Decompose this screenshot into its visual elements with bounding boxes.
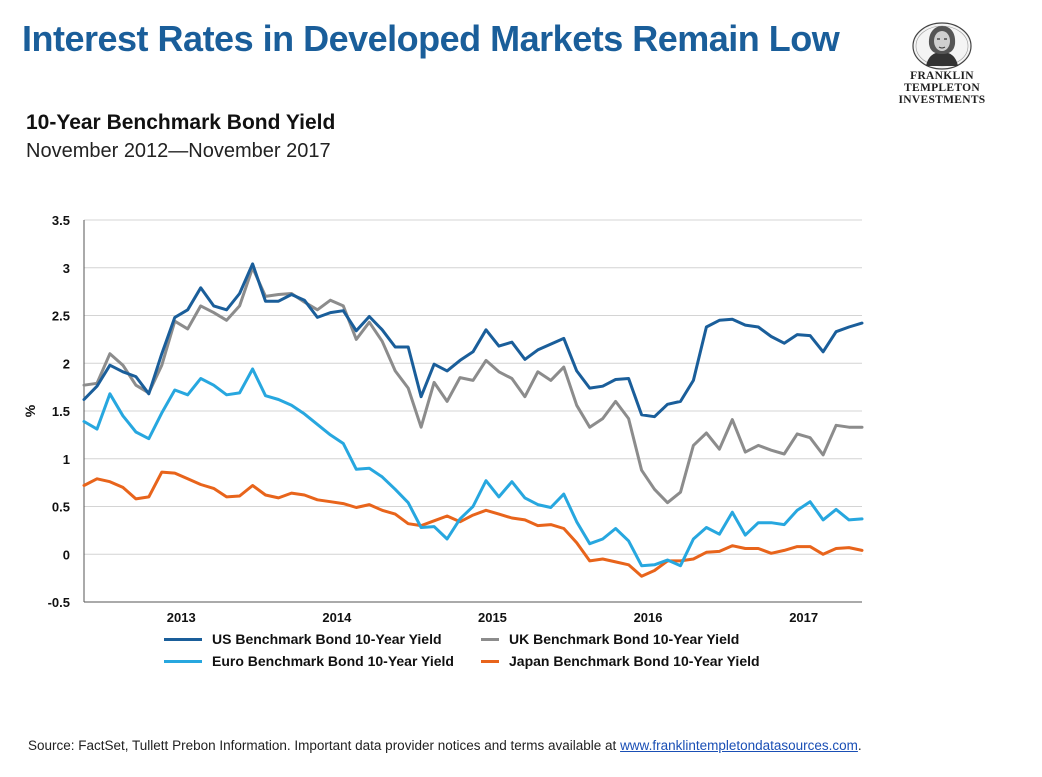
legend-item-us: US Benchmark Bond 10-Year Yield <box>164 628 454 650</box>
axes: 3.5 3 2.5 2 1.5 1 0.5 0 -0.5 2013 2014 2015 2016 2017 <box>48 213 862 625</box>
legend-right: UK Benchmark Bond 10-Year Yield Japan Be… <box>481 628 760 672</box>
y-tick-label: 1.5 <box>52 404 70 419</box>
y-tick-label: 2 <box>63 356 70 371</box>
page-title: Interest Rates in Developed Markets Rema… <box>22 18 840 59</box>
legend-label-euro: Euro Benchmark Bond 10-Year Yield <box>212 653 454 669</box>
series-line-uk <box>82 266 864 505</box>
logo-subname: INVESTMENTS <box>898 94 986 106</box>
series-line-us <box>82 262 864 419</box>
series-lines <box>82 262 864 578</box>
legend-left: US Benchmark Bond 10-Year Yield Euro Ben… <box>164 628 454 672</box>
source-text: Source: FactSet, Tullett Prebon Informat… <box>28 738 621 753</box>
x-tick-label: 2016 <box>634 610 663 625</box>
company-logo: FRANKLIN TEMPLETON INVESTMENTS <box>872 20 1012 106</box>
x-tick-label: 2014 <box>322 610 352 625</box>
y-tick-label: 0 <box>63 547 70 562</box>
grid-lines <box>84 219 862 603</box>
legend-item-japan: Japan Benchmark Bond 10-Year Yield <box>481 650 760 672</box>
legend-swatch-euro <box>164 659 202 663</box>
source-link[interactable]: www.franklintempletondatasources.com <box>620 738 858 753</box>
chart-date-range: November 2012—November 2017 <box>26 140 331 162</box>
y-axis-label: % <box>22 404 38 417</box>
legend-item-euro: Euro Benchmark Bond 10-Year Yield <box>164 650 454 672</box>
x-tick-label: 2013 <box>167 610 196 625</box>
legend-swatch-us <box>164 637 202 641</box>
x-tick-label: 2015 <box>478 610 507 625</box>
y-tick-label: -0.5 <box>48 595 70 610</box>
source-period: . <box>857 738 862 753</box>
x-tick-label: 2017 <box>789 610 818 625</box>
legend-label-japan: Japan Benchmark Bond 10-Year Yield <box>509 653 760 669</box>
legend-swatch-uk <box>481 637 499 641</box>
series-line-japan <box>82 470 864 578</box>
y-tick-label: 3 <box>63 261 70 276</box>
series-line-euro <box>82 367 864 568</box>
source-note: Source: FactSet, Tullett Prebon Informat… <box>28 738 862 753</box>
legend-label-uk: UK Benchmark Bond 10-Year Yield <box>509 631 740 647</box>
legend-swatch-japan <box>481 659 499 663</box>
chart-subtitle: 10-Year Benchmark Bond Yield <box>26 111 336 134</box>
logo-name: FRANKLIN TEMPLETON <box>904 70 980 94</box>
legend-label-us: US Benchmark Bond 10-Year Yield <box>212 631 442 647</box>
y-tick-label: 2.5 <box>52 309 70 324</box>
y-tick-label: 1 <box>63 452 70 467</box>
legend-item-uk: UK Benchmark Bond 10-Year Yield <box>481 628 760 650</box>
portrait-logo-icon <box>912 22 972 70</box>
y-tick-label: 0.5 <box>52 500 70 515</box>
y-tick-label: 3.5 <box>52 213 70 228</box>
